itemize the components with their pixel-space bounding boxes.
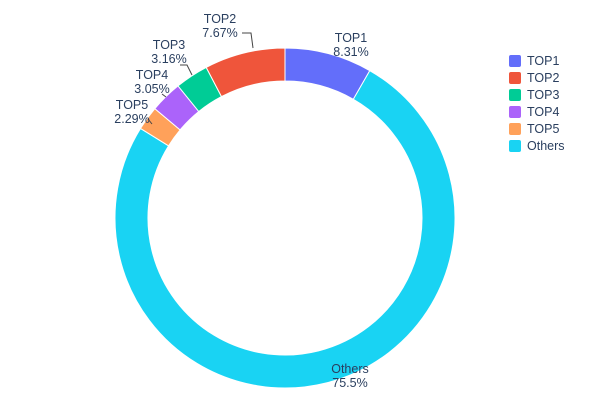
legend: TOP1 TOP2 TOP3 TOP4 TOP5 Others	[509, 53, 565, 153]
legend-item-top5[interactable]: TOP5	[509, 121, 565, 136]
legend-swatch-top4	[509, 105, 521, 118]
label-leader-top4	[161, 93, 167, 98]
legend-swatch-top5	[509, 122, 521, 135]
legend-swatch-top3	[509, 88, 521, 101]
legend-label: TOP2	[527, 70, 560, 85]
legend-item-top3[interactable]: TOP3	[509, 87, 565, 102]
svg-text:TOP3: TOP3	[153, 38, 185, 52]
legend-label: TOP4	[527, 104, 560, 119]
svg-text:Others: Others	[331, 362, 369, 376]
legend-label: TOP5	[527, 121, 560, 136]
svg-text:3.16%: 3.16%	[151, 52, 186, 66]
svg-text:75.5%: 75.5%	[332, 376, 367, 390]
legend-item-others[interactable]: Others	[509, 138, 565, 153]
svg-text:TOP5: TOP5	[116, 98, 148, 112]
legend-swatch-others	[509, 139, 521, 152]
svg-text:8.31%: 8.31%	[333, 45, 368, 59]
legend-swatch-top2	[509, 71, 521, 84]
svg-text:3.05%: 3.05%	[134, 82, 169, 96]
legend-item-top2[interactable]: TOP2	[509, 70, 565, 85]
pie-slice-top2[interactable]	[205, 47, 286, 98]
legend-label: TOP1	[527, 53, 560, 68]
label-leader-top3	[180, 64, 193, 76]
label-leader-top2	[242, 32, 254, 49]
svg-text:TOP4: TOP4	[136, 68, 168, 82]
svg-text:7.67%: 7.67%	[202, 26, 237, 40]
label-leader-top5	[147, 118, 153, 125]
svg-text:TOP1: TOP1	[335, 31, 367, 45]
svg-text:2.29%: 2.29%	[114, 112, 149, 126]
svg-text:TOP2: TOP2	[204, 12, 236, 26]
legend-swatch-top1	[509, 54, 521, 67]
pie-slice-others[interactable]	[114, 69, 456, 389]
legend-item-top4[interactable]: TOP4	[509, 104, 565, 119]
legend-label: Others	[527, 138, 565, 153]
legend-item-top1[interactable]: TOP1	[509, 53, 565, 68]
legend-label: TOP3	[527, 87, 560, 102]
